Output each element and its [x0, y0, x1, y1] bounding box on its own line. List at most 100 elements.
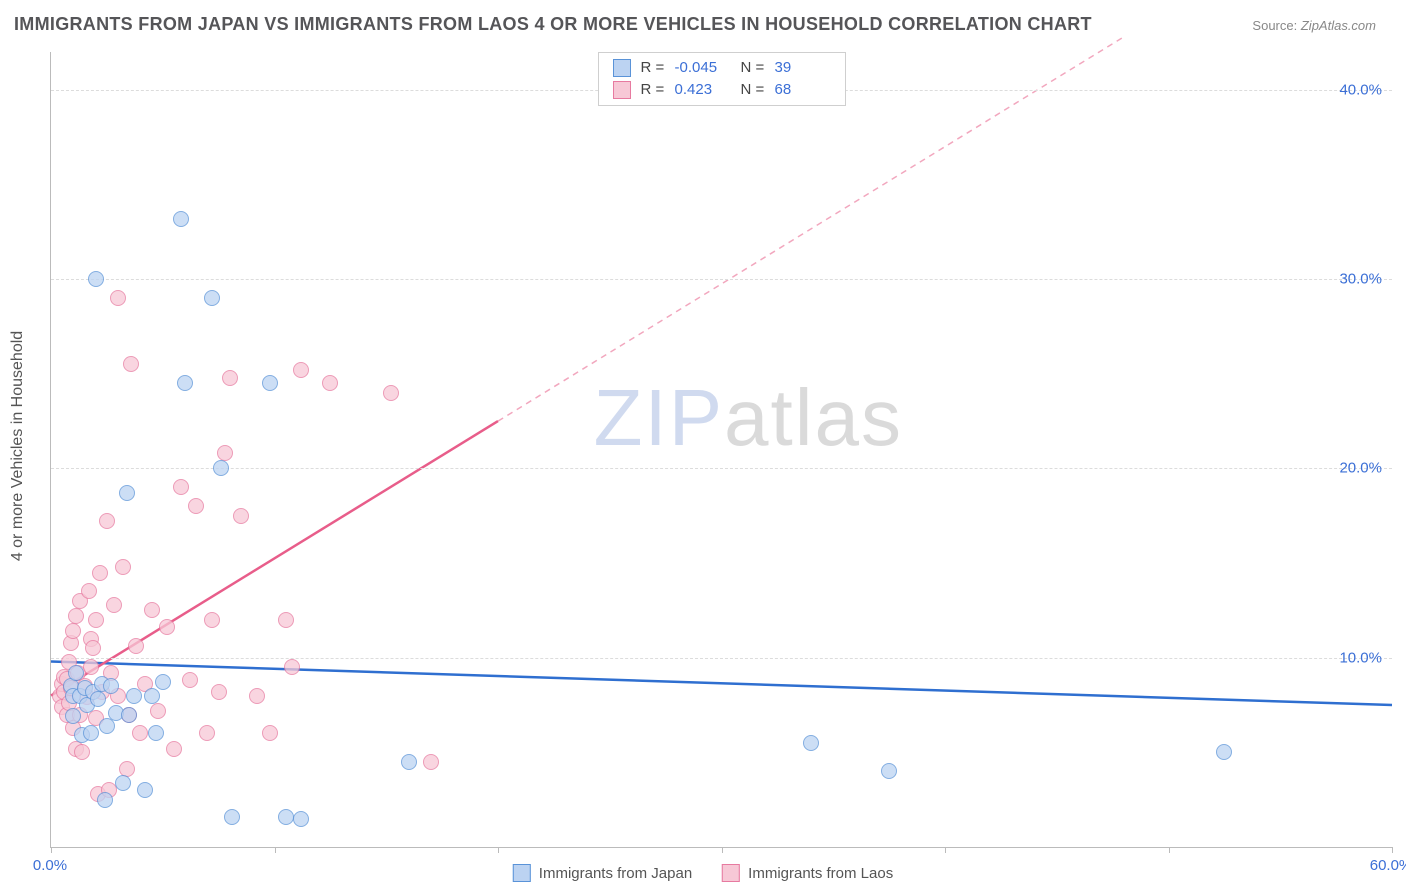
- laos-point: [150, 703, 166, 719]
- japan-point: [1216, 744, 1232, 760]
- n-label: N =: [741, 57, 765, 79]
- x-tick-label: 60.0%: [1370, 857, 1406, 874]
- laos-point: [173, 479, 189, 495]
- r-label: R =: [641, 57, 665, 79]
- japan-point: [68, 665, 84, 681]
- watermark: ZIPatlas: [594, 372, 903, 464]
- laos-point: [88, 612, 104, 628]
- gridline: [51, 468, 1392, 469]
- series-legend: Immigrants from Japan Immigrants from La…: [513, 864, 893, 882]
- japan-point: [881, 763, 897, 779]
- japan-point: [115, 775, 131, 791]
- laos-point: [81, 583, 97, 599]
- laos-point: [322, 375, 338, 391]
- legend-row-laos: R = 0.423 N = 68: [613, 79, 831, 101]
- x-tick-label: 0.0%: [33, 857, 67, 874]
- japan-point: [401, 754, 417, 770]
- laos-point: [199, 725, 215, 741]
- laos-point: [83, 659, 99, 675]
- laos-point: [188, 498, 204, 514]
- japan-point: [121, 707, 137, 723]
- japan-point: [204, 290, 220, 306]
- x-tick: [51, 847, 52, 853]
- japan-point: [103, 678, 119, 694]
- japan-point: [177, 375, 193, 391]
- japan-point: [213, 460, 229, 476]
- japan-point: [262, 375, 278, 391]
- japan-point: [119, 485, 135, 501]
- laos-point: [144, 602, 160, 618]
- chart-title: IMMIGRANTS FROM JAPAN VS IMMIGRANTS FROM…: [14, 14, 1092, 35]
- laos-point: [204, 612, 220, 628]
- legend-row-japan: R = -0.045 N = 39: [613, 57, 831, 79]
- japan-point: [173, 211, 189, 227]
- watermark-zip: ZIP: [594, 373, 724, 462]
- laos-n-value: 68: [775, 79, 831, 101]
- laos-point: [249, 688, 265, 704]
- laos-point: [106, 597, 122, 613]
- y-axis-title: 4 or more Vehicles in Household: [9, 331, 27, 561]
- japan-point: [148, 725, 164, 741]
- japan-point: [224, 809, 240, 825]
- laos-swatch: [613, 81, 631, 99]
- correlation-legend: R = -0.045 N = 39 R = 0.423 N = 68: [598, 52, 846, 106]
- trend-lines: [51, 52, 1392, 847]
- laos-point: [293, 362, 309, 378]
- japan-point: [97, 792, 113, 808]
- x-tick: [945, 847, 946, 853]
- laos-point: [217, 445, 233, 461]
- y-tick-label: 40.0%: [1339, 81, 1382, 98]
- japan-r-value: -0.045: [675, 57, 731, 79]
- japan-n-value: 39: [775, 57, 831, 79]
- japan-point: [90, 691, 106, 707]
- laos-point: [115, 559, 131, 575]
- source-attribution: Source: ZipAtlas.com: [1252, 18, 1376, 33]
- japan-point: [144, 688, 160, 704]
- y-tick-label: 10.0%: [1339, 649, 1382, 666]
- laos-point: [68, 608, 84, 624]
- japan-point: [65, 708, 81, 724]
- japan-point: [137, 782, 153, 798]
- laos-point: [65, 623, 81, 639]
- y-tick-label: 30.0%: [1339, 271, 1382, 288]
- japan-point: [88, 271, 104, 287]
- laos-point: [159, 619, 175, 635]
- laos-point: [128, 638, 144, 654]
- x-tick: [1169, 847, 1170, 853]
- x-tick: [498, 847, 499, 853]
- laos-series-label: Immigrants from Laos: [748, 865, 893, 882]
- n-label: N =: [741, 79, 765, 101]
- legend-item-japan: Immigrants from Japan: [513, 864, 692, 882]
- japan-point: [803, 735, 819, 751]
- japan-swatch: [613, 59, 631, 77]
- japan-series-label: Immigrants from Japan: [539, 865, 692, 882]
- laos-point: [383, 385, 399, 401]
- laos-point: [74, 744, 90, 760]
- laos-point: [423, 754, 439, 770]
- laos-point: [110, 290, 126, 306]
- laos-point: [262, 725, 278, 741]
- y-tick-label: 20.0%: [1339, 460, 1382, 477]
- laos-point: [99, 513, 115, 529]
- source-label: Source:: [1252, 18, 1297, 33]
- legend-item-laos: Immigrants from Laos: [722, 864, 893, 882]
- japan-point: [155, 674, 171, 690]
- laos-point: [92, 565, 108, 581]
- laos-point: [182, 672, 198, 688]
- x-tick: [275, 847, 276, 853]
- x-tick: [1392, 847, 1393, 853]
- laos-point: [278, 612, 294, 628]
- laos-point: [123, 356, 139, 372]
- laos-r-value: 0.423: [675, 79, 731, 101]
- laos-point: [211, 684, 227, 700]
- japan-point: [83, 725, 99, 741]
- japan-point: [126, 688, 142, 704]
- japan-point: [293, 811, 309, 827]
- laos-point: [132, 725, 148, 741]
- source-value: ZipAtlas.com: [1301, 18, 1376, 33]
- laos-point: [233, 508, 249, 524]
- gridline: [51, 658, 1392, 659]
- gridline: [51, 279, 1392, 280]
- japan-point: [278, 809, 294, 825]
- laos-point: [166, 741, 182, 757]
